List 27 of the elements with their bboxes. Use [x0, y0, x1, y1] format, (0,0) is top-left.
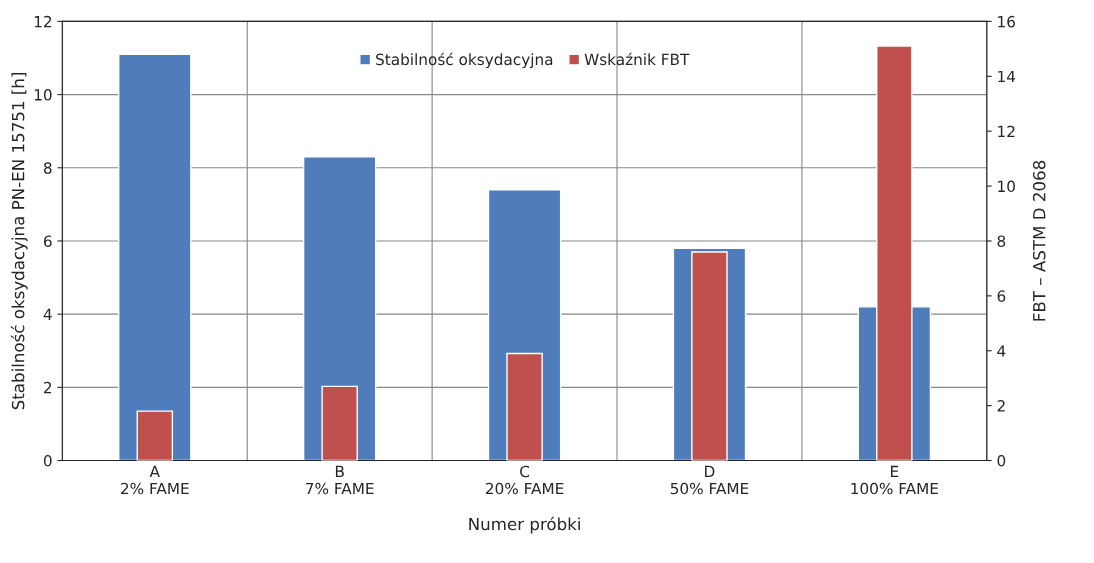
y2-tick-label: 12	[998, 125, 1015, 137]
y-tick-label: 4	[43, 308, 52, 320]
bar	[118, 53, 192, 461]
x-tick-label: A 2% FAME	[121, 465, 189, 495]
y2-tick-label: 10	[998, 180, 1015, 193]
x-tick-label: D 50% FAME	[670, 465, 749, 495]
y2-tick-label: 8	[997, 235, 1006, 247]
y2-tick-label: 6	[997, 290, 1006, 302]
x-tick-label: E 100% FAME	[851, 465, 938, 495]
y2-tick-label: 2	[997, 400, 1005, 412]
y-axis-title: Stabilność oksydacyjna PN-EN 15751 [h]	[10, 73, 28, 410]
y2-tick-label: 0	[997, 455, 1006, 467]
y2-axis-title: FBT – ASTM D 2068	[1032, 160, 1046, 321]
y2-tick-label: 16	[998, 15, 1015, 28]
y2-tick-label: 14	[998, 70, 1016, 83]
y-tick-label: 8	[43, 162, 52, 174]
x-tick-label: C 20% FAME	[485, 465, 564, 495]
y-tick-label: 12	[34, 15, 52, 28]
y-tick-label: 2	[44, 381, 52, 394]
y2-tick-label: 4	[997, 345, 1006, 357]
y-tick-label: 10	[34, 89, 52, 101]
y-tick-label: 0	[43, 455, 52, 467]
legend-label: Wskaźnik FBT	[584, 52, 690, 66]
y-tick-label: 6	[43, 235, 52, 247]
legend-label: Stabilność oksydacyjna	[376, 52, 553, 69]
x-tick-label: B 7% FAME	[306, 465, 374, 495]
x-axis-title: Numer próbki	[469, 516, 580, 534]
